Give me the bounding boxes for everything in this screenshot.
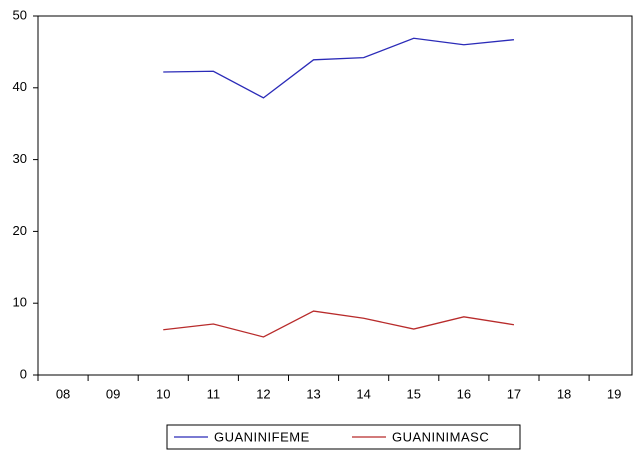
series-line [163, 310, 515, 338]
x-tick-label: 15 [407, 386, 421, 401]
x-tick-label: 16 [457, 386, 471, 401]
legend-label: GUANINIMASC [392, 429, 489, 444]
legend-box [166, 424, 521, 450]
y-tick-label: 50 [13, 7, 27, 22]
x-tick-label: 18 [557, 386, 571, 401]
x-tick-label: 10 [156, 386, 170, 401]
x-tick-label: 11 [207, 386, 221, 401]
y-tick-label: 0 [20, 366, 27, 381]
series-line [163, 37, 515, 99]
x-tick-label: 08 [56, 386, 70, 401]
x-tick-label: 14 [356, 386, 370, 401]
x-tick-label: 17 [507, 386, 521, 401]
x-tick-label: 13 [306, 386, 320, 401]
x-tick-label: 19 [607, 386, 621, 401]
legend-label: GUANINIFEME [214, 429, 310, 444]
x-tick-label: 09 [106, 386, 120, 401]
y-tick-label: 10 [13, 295, 27, 310]
y-tick-label: 20 [13, 223, 27, 238]
y-tick-label: 30 [13, 151, 27, 166]
y-tick-label: 40 [13, 79, 27, 94]
plot-frame [37, 15, 633, 376]
x-tick-label: 12 [256, 386, 270, 401]
